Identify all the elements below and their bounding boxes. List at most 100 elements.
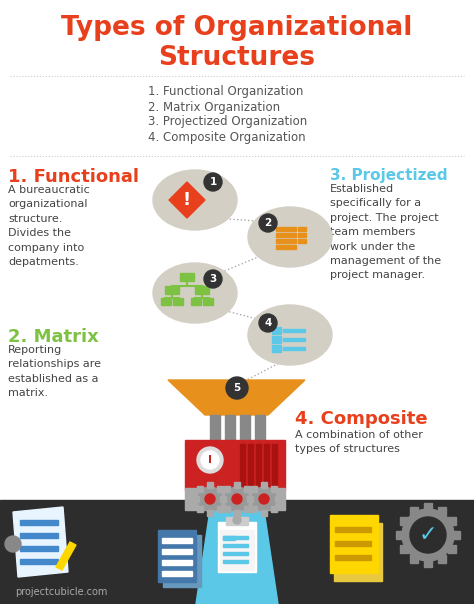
Bar — [251, 486, 257, 492]
Bar — [185, 440, 285, 490]
Bar — [400, 517, 408, 525]
Bar — [223, 560, 248, 563]
Circle shape — [198, 487, 222, 511]
Bar — [448, 545, 456, 553]
Text: 1. Functional: 1. Functional — [8, 168, 139, 186]
Text: 3. Projectized Organization: 3. Projectized Organization — [148, 115, 307, 129]
Bar — [335, 541, 371, 546]
Text: Reporting
relationships are
established as a
matrix.: Reporting relationships are established … — [8, 345, 101, 398]
Bar — [251, 506, 257, 512]
Text: A combination of other
types of structures: A combination of other types of structur… — [295, 430, 423, 454]
Bar — [272, 444, 277, 486]
Bar — [162, 571, 192, 576]
Text: A bureaucratic
organizational
structure.
Divides the
company into
depatments.: A bureaucratic organizational structure.… — [8, 185, 90, 267]
Bar — [424, 503, 432, 511]
Bar — [438, 555, 446, 564]
Bar — [334, 523, 382, 581]
Polygon shape — [196, 510, 278, 604]
Bar — [248, 444, 253, 486]
Bar — [276, 239, 296, 243]
Text: projectcubicle.com: projectcubicle.com — [15, 587, 108, 597]
Bar — [0, 500, 474, 604]
Bar — [244, 506, 250, 512]
Circle shape — [232, 494, 242, 504]
Bar — [223, 544, 248, 547]
Bar — [20, 546, 58, 551]
Text: Types of Organizational: Types of Organizational — [61, 15, 413, 41]
Bar — [193, 496, 199, 502]
Bar — [217, 506, 223, 512]
Circle shape — [226, 377, 248, 399]
Ellipse shape — [248, 305, 332, 365]
Bar — [207, 482, 213, 488]
Bar — [298, 227, 306, 231]
Bar — [162, 549, 192, 554]
Bar — [255, 415, 265, 445]
Text: 2. Matrix: 2. Matrix — [8, 328, 99, 346]
Polygon shape — [168, 380, 305, 415]
Bar — [180, 273, 194, 281]
Text: 3. Projectized: 3. Projectized — [330, 168, 447, 183]
Bar — [165, 286, 179, 294]
Text: 2. Matrix Organization: 2. Matrix Organization — [148, 100, 280, 114]
Bar — [161, 298, 171, 305]
Polygon shape — [13, 507, 68, 577]
Bar — [226, 517, 248, 525]
Bar — [272, 327, 281, 334]
Bar — [158, 530, 196, 582]
Circle shape — [205, 494, 215, 504]
Bar — [438, 507, 446, 515]
Bar — [400, 545, 408, 553]
Bar — [396, 531, 404, 539]
Bar — [223, 552, 248, 555]
Bar — [272, 345, 281, 352]
Circle shape — [259, 494, 269, 504]
Bar — [210, 415, 220, 445]
Bar — [261, 482, 267, 488]
Bar — [234, 510, 240, 516]
Polygon shape — [56, 542, 76, 570]
Bar — [195, 286, 209, 294]
Bar — [218, 522, 256, 572]
Text: 3: 3 — [210, 274, 217, 284]
Text: Structures: Structures — [158, 45, 316, 71]
Bar — [240, 444, 245, 486]
Bar — [223, 536, 248, 539]
Bar — [223, 536, 235, 540]
Bar — [410, 507, 418, 515]
Circle shape — [197, 447, 223, 473]
Bar — [261, 510, 267, 516]
Circle shape — [201, 451, 219, 469]
Text: ✓: ✓ — [419, 525, 438, 545]
Bar — [410, 555, 418, 564]
Bar — [234, 482, 240, 488]
Bar — [203, 298, 213, 305]
Text: Established
specifically for a
project. The project
team members
work under the
: Established specifically for a project. … — [330, 184, 441, 280]
Bar — [220, 496, 226, 502]
Text: 1: 1 — [210, 177, 217, 187]
Bar — [225, 415, 235, 445]
Circle shape — [204, 173, 222, 191]
Bar — [162, 560, 192, 565]
Bar — [256, 444, 261, 486]
Bar — [224, 486, 230, 492]
Bar — [448, 517, 456, 525]
Bar — [248, 496, 254, 502]
Bar — [283, 338, 305, 341]
Bar — [197, 506, 203, 512]
Bar — [163, 535, 201, 587]
Ellipse shape — [153, 263, 237, 323]
Circle shape — [233, 516, 241, 524]
Bar — [224, 506, 230, 512]
Circle shape — [259, 214, 277, 232]
Text: 4. Composite: 4. Composite — [295, 410, 428, 428]
Bar — [244, 486, 250, 492]
Circle shape — [410, 517, 446, 553]
Bar — [220, 530, 254, 570]
Bar — [221, 496, 227, 502]
Circle shape — [5, 536, 21, 552]
Bar — [330, 515, 378, 573]
Text: 4. Composite Organization: 4. Composite Organization — [148, 130, 306, 144]
Bar — [173, 298, 183, 305]
Bar — [298, 233, 306, 237]
